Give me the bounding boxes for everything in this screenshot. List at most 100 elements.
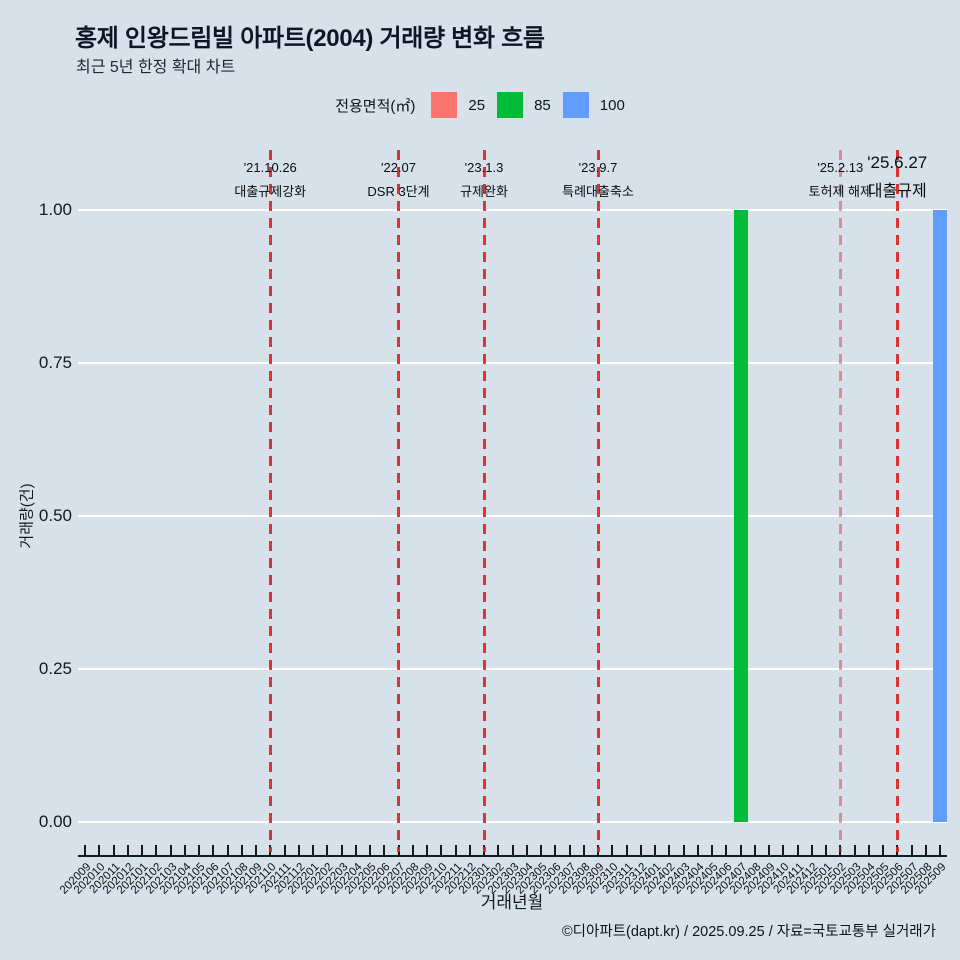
x-tick bbox=[369, 845, 371, 855]
x-tick bbox=[796, 845, 799, 855]
x-axis-line bbox=[78, 855, 947, 857]
x-tick bbox=[924, 845, 927, 855]
x-tick bbox=[611, 845, 614, 855]
x-tick bbox=[112, 845, 115, 855]
x-tick bbox=[141, 845, 143, 855]
x-tick bbox=[525, 845, 528, 855]
bar-100-202509 bbox=[933, 210, 947, 822]
x-tick bbox=[326, 845, 329, 855]
x-tick bbox=[383, 845, 386, 855]
x-tick bbox=[939, 845, 941, 855]
x-tick bbox=[696, 845, 699, 855]
x-tick bbox=[497, 845, 500, 855]
y-tick-label: 0.00 bbox=[38, 812, 72, 831]
y-tick-label: 0.75 bbox=[38, 353, 72, 372]
x-tick bbox=[825, 845, 827, 855]
annotation-date: '25.2.13 bbox=[817, 160, 864, 175]
x-tick bbox=[283, 845, 286, 855]
x-tick bbox=[98, 845, 101, 855]
x-tick bbox=[169, 845, 172, 855]
annotation-date: '23.9.7 bbox=[578, 160, 618, 175]
x-tick bbox=[354, 845, 357, 855]
x-tick bbox=[540, 845, 542, 855]
annotation-label: 특례대출축소 bbox=[562, 184, 634, 199]
legend-swatch-100 bbox=[562, 92, 589, 118]
x-tick bbox=[782, 845, 785, 855]
x-tick bbox=[240, 845, 243, 855]
legend-items: 25 85 100 bbox=[419, 92, 625, 118]
x-tick bbox=[312, 845, 314, 855]
annotation-date: '21.10.26 bbox=[243, 160, 297, 175]
x-tick bbox=[853, 845, 856, 855]
x-tick bbox=[426, 845, 428, 855]
footer-credit: ©디아파트(dapt.kr) / 2025.09.25 / 자료=국토교통부 실… bbox=[561, 924, 936, 940]
x-tick bbox=[910, 845, 913, 855]
annotation-line-202506 bbox=[895, 150, 899, 852]
x-tick bbox=[639, 845, 642, 855]
x-tick bbox=[454, 845, 457, 855]
annotation-line-202110 bbox=[268, 150, 272, 852]
annotation-line-202301 bbox=[482, 150, 486, 852]
x-tick bbox=[654, 845, 656, 855]
annotation-date: '22.07 bbox=[380, 160, 417, 175]
x-tick bbox=[226, 845, 229, 855]
legend-item-label: 25 bbox=[468, 96, 486, 114]
x-axis-title: 거래년월 bbox=[480, 893, 544, 912]
gridline-y-0.25 bbox=[78, 668, 947, 670]
x-tick bbox=[340, 845, 343, 855]
x-tick bbox=[554, 845, 557, 855]
y-tick-label: 0.25 bbox=[38, 659, 72, 678]
y-tick-label: 1.00 bbox=[38, 200, 72, 219]
x-tick bbox=[468, 845, 471, 855]
x-tick bbox=[255, 845, 257, 855]
legend-item-label: 85 bbox=[534, 96, 551, 114]
x-tick bbox=[753, 845, 756, 855]
x-tick bbox=[582, 845, 585, 855]
x-tick bbox=[126, 845, 129, 855]
annotation-label: 토허제 해제 bbox=[808, 184, 872, 199]
x-tick bbox=[725, 845, 728, 855]
gridline-y-0.00 bbox=[78, 821, 947, 823]
gridline-y-1.00 bbox=[78, 209, 947, 211]
gridline-y-0.50 bbox=[78, 515, 947, 517]
x-tick bbox=[711, 845, 713, 855]
annotation-line-202502 bbox=[838, 150, 842, 852]
annotation-label: 대출규제 bbox=[867, 183, 927, 200]
gridline-y-0.75 bbox=[78, 362, 947, 364]
x-tick bbox=[297, 845, 300, 855]
page-title: 홍제 인왕드림빌 아파트(2004) 거래량 변화 흐름 bbox=[75, 25, 545, 52]
x-tick bbox=[212, 845, 215, 855]
x-tick bbox=[882, 845, 884, 855]
x-tick bbox=[839, 845, 842, 855]
legend-item-100: 100 bbox=[562, 92, 625, 118]
x-tick bbox=[810, 845, 813, 855]
x-tick bbox=[198, 845, 200, 855]
annotation-line-202207 bbox=[397, 150, 400, 852]
x-tick bbox=[739, 845, 742, 855]
legend-swatch-85 bbox=[497, 92, 524, 118]
legend-title: 전용면적(㎡) bbox=[335, 97, 416, 115]
x-tick bbox=[668, 845, 671, 855]
x-tick bbox=[625, 845, 628, 855]
x-tick bbox=[155, 845, 158, 855]
legend-item-85: 85 bbox=[497, 92, 551, 118]
x-tick bbox=[682, 845, 685, 855]
legend-item-label: 100 bbox=[599, 96, 625, 114]
bar-85-202407 bbox=[733, 210, 748, 822]
legend-swatch-25 bbox=[431, 92, 458, 118]
legend: 전용면적(㎡) 25 85 100 bbox=[0, 92, 960, 118]
x-tick bbox=[84, 845, 86, 855]
legend-item-25: 25 bbox=[431, 92, 485, 118]
annotation-label: 규제완화 bbox=[460, 184, 508, 199]
x-tick bbox=[867, 845, 870, 855]
x-tick bbox=[183, 845, 186, 855]
annotation-label: DSR 3단계 bbox=[367, 184, 430, 199]
x-tick bbox=[568, 845, 571, 855]
page-subtitle: 최근 5년 한정 확대 차트 bbox=[76, 59, 236, 76]
annotation-label: 대출규제강화 bbox=[234, 184, 307, 199]
x-tick bbox=[411, 845, 414, 855]
x-tick bbox=[440, 845, 443, 855]
annotation-line-202309 bbox=[596, 150, 600, 852]
y-tick-label: 0.50 bbox=[38, 506, 72, 525]
